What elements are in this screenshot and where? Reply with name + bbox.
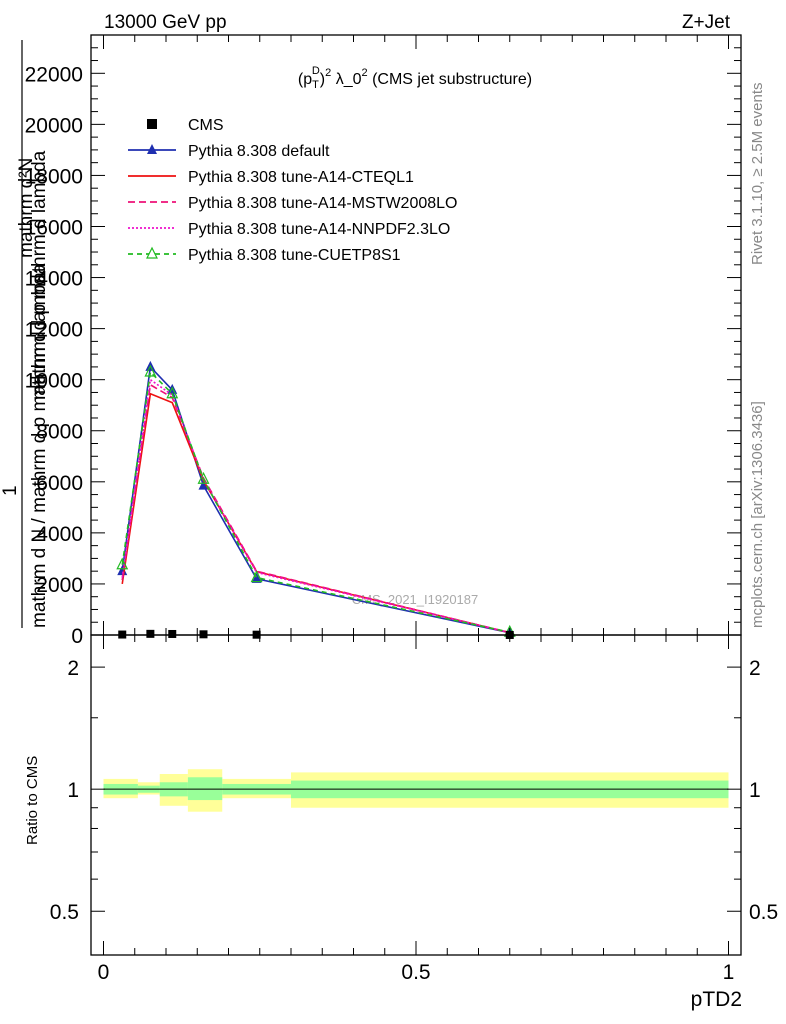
process-label: Z+Jet xyxy=(682,12,731,33)
series-marker-4 xyxy=(197,471,210,484)
ratio-y-axis-label: Ratio to CMS xyxy=(24,756,41,845)
data-point-cms xyxy=(146,629,155,638)
main-y-axis-label: mathrm d²N 1 mathrm d N / mathrm d p mat… xyxy=(0,40,50,628)
watermark: CMS_2021_I1920187 xyxy=(352,592,479,607)
series-marker-4 xyxy=(250,570,263,583)
ylabel-denominator-upper: mathrm d p mathrm d lambda xyxy=(29,150,50,400)
series-marker-4 xyxy=(144,364,157,377)
legend: CMS Pythia 8.308 default Pythia 8.308 tune… xyxy=(128,117,457,264)
main-y-tick-label: 18000 xyxy=(25,165,83,188)
x-tick-label: 0.5 xyxy=(401,961,430,984)
main-y-tick-label: 14000 xyxy=(25,268,83,291)
legend-label: Pythia 8.308 tune-A14-CTEQL1 xyxy=(188,169,414,186)
series-marker-0 xyxy=(117,565,128,576)
main-y-tick-label: 12000 xyxy=(25,319,83,342)
main-y-tick-label: 2000 xyxy=(36,574,83,597)
series-marker-4 xyxy=(116,557,129,570)
ratio-band-green xyxy=(187,777,223,801)
series-marker-0 xyxy=(251,572,262,583)
ratio-y-tick-label-right: 1 xyxy=(749,779,761,802)
legend-label: Pythia 8.308 tune-A14-MSTW2008LO xyxy=(188,195,457,212)
main-y-tick-label: 22000 xyxy=(25,63,83,86)
data-point-cms xyxy=(168,629,177,638)
series-marker-4 xyxy=(166,386,179,399)
x-tick-label: 0 xyxy=(98,961,110,984)
main-y-tick-label: 16000 xyxy=(25,216,83,239)
main-y-tick-label: 10000 xyxy=(25,370,83,393)
main-y-tick-label: 20000 xyxy=(25,114,83,137)
ratio-y-tick-label-right: 0.5 xyxy=(749,901,778,924)
series-line-4 xyxy=(121,370,510,633)
rivet-label: Rivet 3.1.10, ≥ 2.5M events xyxy=(749,83,766,266)
ylabel-fraction-one: 1 xyxy=(0,485,21,496)
main-y-tick-label: 0 xyxy=(71,625,83,648)
ratio-y-tick-label-right: 2 xyxy=(749,657,761,680)
ylabel-denominator: mathrm d N / mathrm d p mathrm d lambda xyxy=(29,263,50,628)
data-point-cms xyxy=(199,630,208,639)
legend-label: Pythia 8.308 default xyxy=(188,143,330,160)
ylabel-numerator: mathrm d²N xyxy=(16,158,37,258)
ratio-y-tick-label: 1 xyxy=(67,779,79,802)
ratio-y-tick-label: 0.5 xyxy=(50,901,79,924)
legend-label: CMS xyxy=(188,117,224,134)
legend-marker-4 xyxy=(146,246,158,259)
x-tick-label: 1 xyxy=(723,961,735,984)
series-marker-0 xyxy=(198,479,209,490)
main-y-tick-label: 8000 xyxy=(36,421,83,444)
main-y-tick-label: 4000 xyxy=(36,523,83,546)
legend-marker-0 xyxy=(147,144,157,154)
main-y-tick-label: 6000 xyxy=(36,472,83,495)
series-line-1 xyxy=(121,392,510,634)
x-axis-label: pTD2 xyxy=(691,988,742,1011)
mcplots-label: mcplots.cern.ch [arXiv:1306.3436] xyxy=(749,401,766,628)
chart-title: (pTD)2 λ_02 (CMS jet substructure) xyxy=(298,65,532,91)
legend-label: Pythia 8.308 tune-CUETP8S1 xyxy=(188,247,401,264)
legend-label: Pythia 8.308 tune-A14-NNPDF2.3LO xyxy=(188,221,450,238)
ratio-y-tick-label: 2 xyxy=(67,657,79,680)
legend-marker-cms xyxy=(147,119,157,129)
energy-label: 13000 GeV pp xyxy=(104,12,227,33)
